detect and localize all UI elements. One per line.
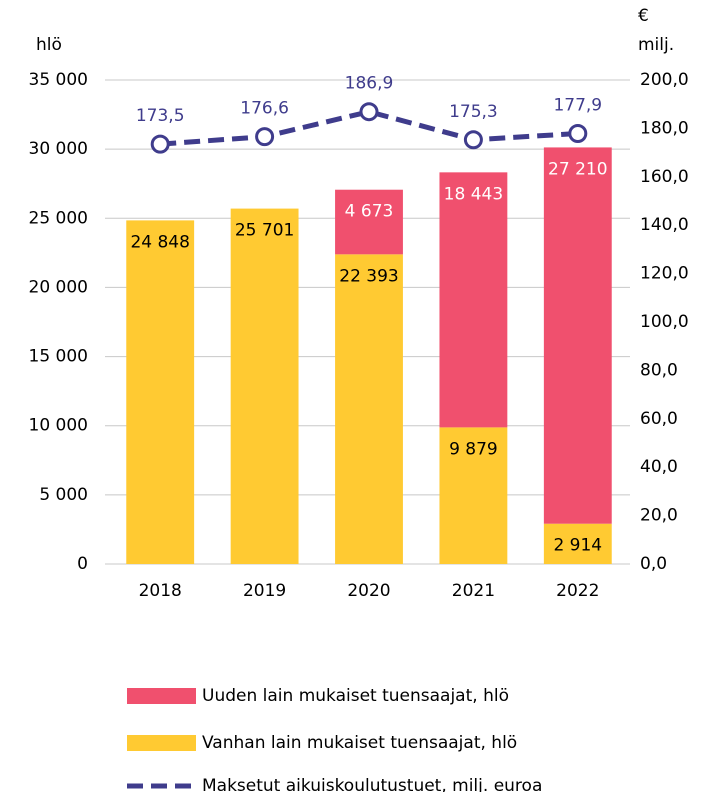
bar-segment bbox=[543, 147, 612, 524]
bar-segment bbox=[543, 523, 612, 564]
y-tick-label: 0 bbox=[77, 554, 88, 574]
data-label: 22 393 bbox=[339, 266, 398, 286]
y-axis-label: hlö bbox=[36, 35, 62, 55]
y2-tick-label: 140,0 bbox=[640, 215, 689, 235]
data-label: 173,5 bbox=[136, 106, 185, 126]
line-marker bbox=[568, 123, 588, 143]
line-marker bbox=[150, 134, 170, 154]
y2-tick-label: 120,0 bbox=[640, 264, 689, 284]
y2-tick-label: 40,0 bbox=[640, 457, 678, 477]
y2-tick-label: 160,0 bbox=[640, 167, 689, 187]
y-tick-label: 5 000 bbox=[39, 485, 88, 505]
data-label: 177,9 bbox=[553, 95, 602, 115]
y-tick-label: 15 000 bbox=[29, 347, 88, 367]
legend-label: Uuden lain mukaiset tuensaajat, hlö bbox=[202, 686, 509, 706]
legend-swatch bbox=[127, 688, 196, 704]
y-tick-label: 25 000 bbox=[29, 208, 88, 228]
line-marker bbox=[463, 130, 483, 150]
bar-segment bbox=[439, 427, 508, 564]
y-tick-label: 10 000 bbox=[29, 416, 88, 436]
bar-segment bbox=[126, 220, 195, 565]
data-label: 2 914 bbox=[553, 536, 602, 556]
legend-label: Vanhan lain mukaiset tuensaajat, hlö bbox=[202, 733, 517, 753]
y2-axis-label: € bbox=[638, 6, 649, 26]
bar-segment bbox=[230, 208, 299, 564]
x-tick-label: 2020 bbox=[347, 581, 390, 601]
bar-segment bbox=[335, 254, 403, 565]
y2-tick-label: 100,0 bbox=[640, 312, 689, 332]
y2-tick-label: 0,0 bbox=[640, 554, 667, 574]
legend-swatch bbox=[127, 735, 196, 751]
y2-tick-label: 180,0 bbox=[640, 118, 689, 138]
y2-axis-label: milj. bbox=[638, 35, 674, 55]
y-tick-label: 30 000 bbox=[29, 139, 88, 159]
legend-label: Maksetut aikuiskoulutustuet, milj. euroa bbox=[202, 776, 542, 792]
data-label: 18 443 bbox=[444, 184, 503, 204]
bar-segment bbox=[439, 172, 508, 428]
line-marker bbox=[255, 127, 275, 147]
bar-segment bbox=[335, 189, 403, 255]
y2-tick-label: 20,0 bbox=[640, 506, 678, 526]
data-label: 27 210 bbox=[548, 159, 607, 179]
y-tick-label: 20 000 bbox=[29, 277, 88, 297]
data-label: 4 673 bbox=[345, 202, 394, 222]
data-label: 24 848 bbox=[130, 232, 189, 252]
data-label: 186,9 bbox=[345, 74, 394, 94]
data-label: 176,6 bbox=[240, 99, 289, 119]
data-label: 9 879 bbox=[449, 439, 498, 459]
y2-tick-label: 200,0 bbox=[640, 70, 689, 90]
data-label: 25 701 bbox=[235, 221, 294, 241]
y-tick-label: 35 000 bbox=[29, 70, 88, 90]
x-tick-label: 2021 bbox=[452, 581, 495, 601]
x-tick-label: 2018 bbox=[139, 581, 182, 601]
x-tick-label: 2022 bbox=[556, 581, 599, 601]
x-tick-label: 2019 bbox=[243, 581, 286, 601]
y2-tick-label: 60,0 bbox=[640, 409, 678, 429]
line-marker bbox=[359, 102, 379, 122]
y2-tick-label: 80,0 bbox=[640, 360, 678, 380]
data-label: 175,3 bbox=[449, 102, 498, 122]
